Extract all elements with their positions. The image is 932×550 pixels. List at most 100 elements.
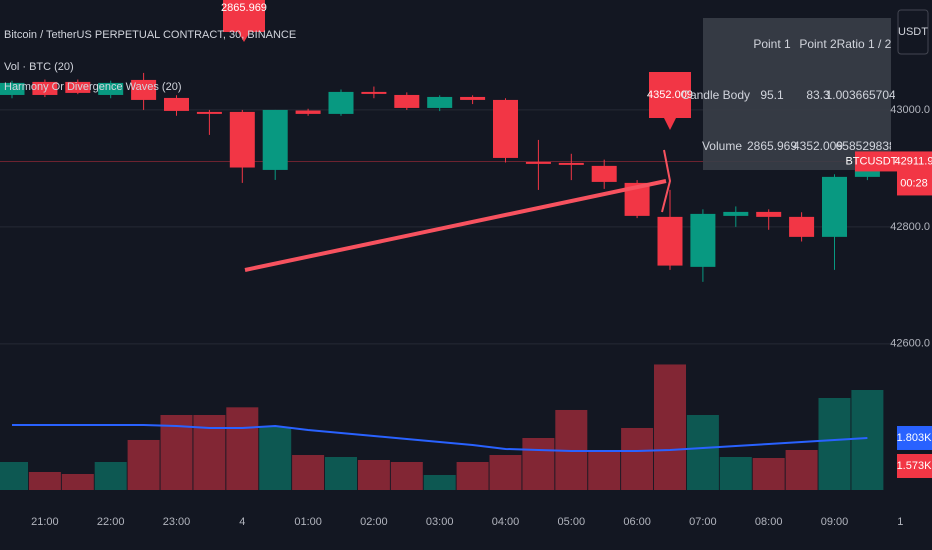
table-cell: 0.6585298381 [826,139,903,153]
volume-bar [0,461,28,490]
candle-body [361,91,387,94]
volume-ma-line [12,423,868,452]
table-cell: 95.1 [760,88,784,102]
volume-bar [588,452,621,490]
candle-body [558,162,584,165]
x-tick-label: 07:00 [689,516,717,528]
volume-bar [456,461,489,490]
candle-body [789,216,815,237]
x-tick-label: 03:00 [426,516,454,528]
callout: 4352.009 [647,72,693,130]
table-cell: 83.3 [806,88,830,102]
currency-button[interactable] [897,9,929,55]
candle-body [427,96,453,108]
volume-bar [489,455,522,490]
volume-bar [292,455,325,490]
volume-bar [719,457,752,490]
info-table: Point 1 Point 2 Ratio 1 / 2 Candle Body … [681,18,903,170]
table-clip: 0.6585298381 [826,139,903,153]
candle-body [394,94,420,108]
x-tick-label: 4 [239,516,245,528]
table-cell: 2865.969 [747,139,797,153]
volume-bar [390,461,423,490]
volume-bar [127,439,160,490]
candle-body [98,82,124,95]
candle-body [657,216,683,266]
x-tick-label: 08:00 [755,516,783,528]
x-tick-label: 06:00 [623,516,651,528]
candle-body [32,81,58,95]
callout: 2865.969 [221,0,267,42]
volume-tag-label: 1.573K [897,460,932,472]
volume-bar [325,457,357,490]
candle-body [756,211,782,217]
x-tick-label: 01:00 [294,516,322,528]
x-tick-label: 04:00 [492,516,520,528]
table-cell: 4352.009 [793,139,843,153]
volume-bar [226,407,259,490]
price-tag-label: 42911.9 [895,155,932,167]
volume-bar [28,472,61,490]
candle-body [0,82,25,95]
x-tick-label: 02:00 [360,516,388,528]
x-tick-label: 1 [897,516,903,528]
volume-bar [654,364,686,490]
candle-body [493,99,518,158]
volume-bar [357,460,390,490]
candle-body [262,109,288,170]
volume-tag [897,453,932,478]
volume-tag-label: 1.803K [897,432,932,444]
table-cell: Volume [702,139,742,153]
symbol-label: BTCUSDT.P [845,155,906,167]
candle-body [229,111,255,168]
countdown: 00:28 [900,177,928,189]
x-tick-label: 23:00 [163,516,191,528]
candle-body [690,213,716,267]
volume-bar [423,475,456,490]
candle-body [295,110,321,114]
volume-bar [752,458,785,490]
table-header: Point 1 [753,37,791,51]
candle-body [591,165,617,182]
table-cell: Candle Body [681,88,750,102]
candle-body [65,81,91,93]
candle-body [328,91,354,114]
volume-bar [522,437,555,490]
volume-bar [686,415,719,490]
volume-tag [897,425,932,450]
x-tick-label: 09:00 [821,516,849,528]
candle-body [131,79,157,100]
table-header: Point 2 [799,37,837,51]
indicator-label: Vol · BTC (20) [4,61,74,73]
table-cell: 1.0036657046 [826,88,903,102]
y-tick-label: 42800.0 [890,221,930,233]
candle-body [525,161,551,164]
y-tick-label: 43000.0 [890,104,930,116]
currency-label: USDT [898,26,928,38]
callout-label: 4352.009 [647,89,693,101]
callout-label: 2865.969 [221,2,267,14]
x-tick-label: 22:00 [97,516,125,528]
arrow-head [661,149,672,213]
candle-body [164,97,189,111]
candle-body [723,211,749,216]
candle-body [460,96,486,100]
candle-body [822,176,847,237]
chart-title: Bitcoin / TetherUS PERPETUAL CONTRACT, 3… [4,29,296,41]
candle-body [196,111,222,114]
indicator-label: Harmony Or Divergence Waves (20) [4,81,181,93]
volume-bar [851,389,884,490]
price-tag [897,151,932,196]
volume-bar [785,449,818,490]
volume-bar [193,415,226,490]
volume-bar [621,427,654,490]
y-tick-label: 42600.0 [890,338,930,350]
symbol-tag [855,151,897,172]
volume-bar [94,461,127,490]
volume-bar [61,473,94,490]
x-tick-label: 21:00 [31,516,59,528]
volume-bar [818,397,851,490]
volume-bar [259,427,292,490]
x-tick-label: 05:00 [558,516,586,528]
